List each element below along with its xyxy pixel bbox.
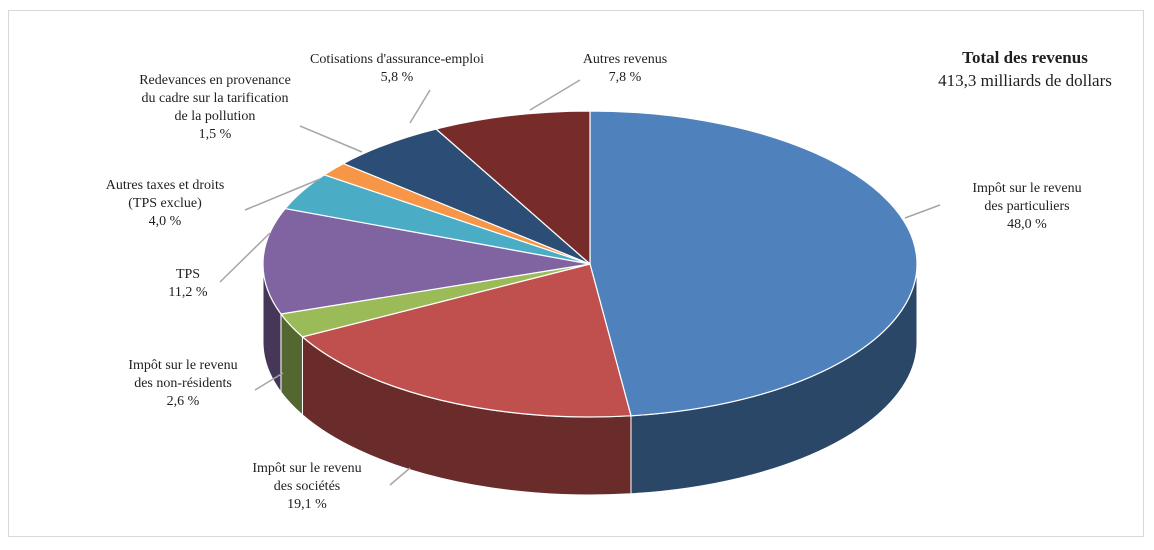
chart-subtitle: 413,3 milliards de dollars — [938, 71, 1112, 90]
leader-lines — [219, 79, 941, 486]
slice-value-label: 48,0 % — [1007, 217, 1047, 232]
slice-category-label: Impôt sur le revenu — [128, 358, 237, 373]
pie-slices — [262, 110, 918, 418]
slice-value-label: 7,8 % — [609, 70, 642, 85]
leader-line-2 — [389, 467, 411, 486]
slice-value-label: 5,8 % — [381, 70, 414, 85]
slice-value-label: 1,5 % — [199, 127, 232, 142]
slice-value-label: 19,1 % — [287, 497, 327, 512]
slice-category-label: Redevances en provenance — [139, 73, 291, 88]
slice-value-label: 2,6 % — [167, 394, 200, 409]
slice-category-label: Cotisations d'assurance-emploi — [310, 52, 484, 67]
slice-category-label: de la pollution — [175, 109, 256, 124]
slice-value-label: 4,0 % — [149, 214, 182, 229]
slice-label-1: Impôt sur le revenu des particuliers 48,0 … — [972, 181, 1081, 232]
slice-label-3: Impôt sur le revenu des non-résidents 2,6 … — [128, 358, 237, 409]
slice-category-label: des sociétés — [274, 479, 340, 494]
leader-line-8 — [529, 79, 581, 111]
slice-category-label: Autres revenus — [583, 52, 667, 67]
slice-category-label: Impôt sur le revenu — [972, 181, 1081, 196]
pie-slice-1 — [589, 110, 918, 417]
leader-line-3 — [254, 372, 284, 391]
leader-line-6 — [299, 125, 363, 153]
slice-label-6: Redevances en provenance du cadre sur la … — [139, 73, 291, 142]
pie-slice-2 — [301, 263, 632, 418]
data-labels: Impôt sur le revenu des particuliers 48,0 … — [106, 52, 1082, 512]
slice-label-5: Autres taxes et droits (TPS exclue) 4,0 % — [106, 178, 225, 229]
slice-category-label: du cadre sur la tarification — [142, 91, 289, 106]
slice-category-label: Autres taxes et droits — [106, 178, 225, 193]
slice-category-label: TPS — [176, 267, 200, 282]
leader-line-5 — [244, 178, 321, 211]
slice-label-8: Autres revenus 7,8 % — [583, 52, 667, 85]
slice-label-7: Cotisations d'assurance-emploi 5,8 % — [310, 52, 484, 85]
slice-category-label: (TPS exclue) — [128, 196, 202, 211]
leader-line-4 — [219, 232, 271, 283]
slice-value-label: 11,2 % — [168, 285, 207, 300]
pie-slice-4 — [262, 207, 591, 315]
slice-category-label: des non-résidents — [134, 376, 232, 391]
slice-label-4: TPS 11,2 % — [168, 267, 207, 300]
leader-line-1 — [904, 204, 941, 219]
pie-slice-8 — [434, 110, 591, 266]
chart-title: Total des revenus — [962, 48, 1088, 67]
leader-line-7 — [409, 89, 431, 124]
slice-label-2: Impôt sur le revenu des sociétés 19,1 % — [252, 461, 361, 512]
slice-category-label: Impôt sur le revenu — [252, 461, 361, 476]
slice-category-label: des particuliers — [984, 199, 1069, 214]
